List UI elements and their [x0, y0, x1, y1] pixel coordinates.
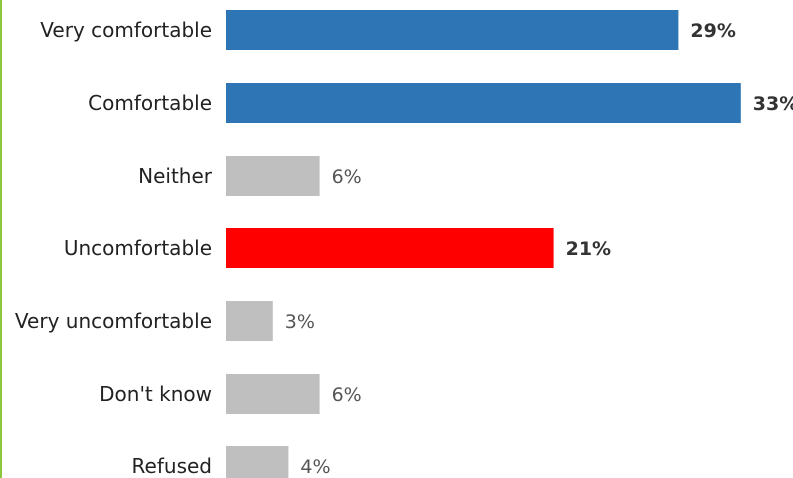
category-label-3: Uncomfortable [64, 236, 212, 260]
category-label-0: Very comfortable [40, 18, 212, 42]
value-label-2: 6% [332, 166, 362, 188]
value-label-1: 33% [753, 93, 793, 115]
bar-6 [226, 446, 289, 478]
bar-1 [226, 83, 741, 123]
value-label-6: 4% [300, 456, 330, 478]
bar-0 [226, 10, 679, 50]
bar-5 [226, 374, 320, 414]
bar-2 [226, 156, 320, 196]
value-label-3: 21% [566, 238, 611, 260]
bar-4 [226, 301, 273, 341]
category-label-6: Refused [132, 454, 212, 478]
value-label-0: 29% [690, 20, 735, 42]
value-label-5: 6% [332, 384, 362, 406]
category-label-1: Comfortable [88, 91, 212, 115]
category-label-4: Very uncomfortable [15, 309, 212, 333]
category-label-2: Neither [138, 164, 213, 188]
category-label-5: Don't know [99, 382, 212, 406]
bar-3 [226, 228, 554, 268]
value-label-4: 3% [285, 311, 315, 333]
